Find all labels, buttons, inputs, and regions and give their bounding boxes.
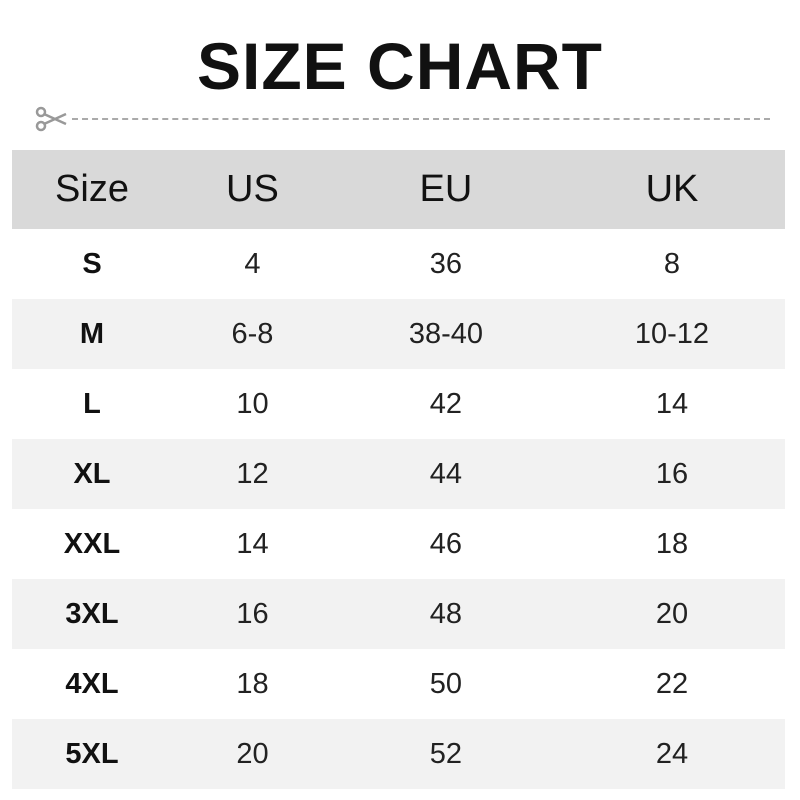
value-cell: 38-40: [332, 299, 559, 369]
size-cell: L: [83, 387, 101, 420]
value-cell: 10: [236, 387, 269, 420]
table-row: XL 12 44 16: [12, 439, 785, 509]
value-cell: 18: [236, 667, 269, 700]
value-cell: 14: [655, 387, 689, 420]
column-header: EU: [332, 150, 559, 229]
value-cell: 6-8: [172, 299, 333, 369]
size-cell: S: [82, 247, 102, 280]
value-cell: 10-12: [558, 299, 785, 369]
column-header: US: [172, 150, 333, 229]
size-cell: 3XL: [12, 579, 172, 649]
dashed-line: [72, 118, 770, 120]
value-cell: 24: [558, 719, 785, 789]
value-cell: 20: [558, 579, 785, 649]
value-cell: 4: [244, 247, 261, 280]
table-row: 5XL 20 52 24: [12, 719, 785, 789]
table-row: 3XL 16 48 20: [12, 579, 785, 649]
value-cell: 18: [655, 527, 689, 560]
column-header: UK: [558, 150, 785, 229]
value-cell: 42: [429, 387, 463, 420]
value-cell: 44: [332, 439, 559, 509]
value-cell: 20: [172, 719, 333, 789]
table-row: M 6-8 38-40 10-12: [12, 299, 785, 369]
size-cell: XL: [12, 439, 172, 509]
value-cell: 8: [663, 247, 681, 280]
value-cell: 16: [172, 579, 333, 649]
table-row: L 10 42 14: [12, 369, 785, 439]
value-cell: 46: [429, 527, 463, 560]
value-cell: 12: [172, 439, 333, 509]
cut-line: [34, 106, 770, 132]
scissors-icon: [35, 106, 67, 132]
size-cell: 4XL: [65, 667, 119, 700]
size-cell: M: [12, 299, 172, 369]
column-header: Size: [12, 150, 172, 229]
size-cell: XXL: [63, 527, 121, 560]
value-cell: 36: [429, 247, 463, 280]
value-cell: 14: [236, 527, 269, 560]
value-cell: 22: [655, 667, 689, 700]
table-row: 4XL 18 50 22: [12, 649, 785, 719]
size-table: Size US EU UK S 4 36 8 M 6-8 38-40 10-12 L 10 42 14 XL 1…: [12, 150, 785, 789]
size-cell: 5XL: [12, 719, 172, 789]
value-cell: 52: [332, 719, 559, 789]
header-row: Size US EU UK: [12, 150, 785, 229]
table-row: S 4 36 8: [12, 229, 785, 299]
value-cell: 16: [558, 439, 785, 509]
value-cell: 48: [332, 579, 559, 649]
page-title: SIZE CHART: [197, 29, 603, 103]
table-row: XXL 14 46 18: [12, 509, 785, 579]
value-cell: 50: [429, 667, 463, 700]
